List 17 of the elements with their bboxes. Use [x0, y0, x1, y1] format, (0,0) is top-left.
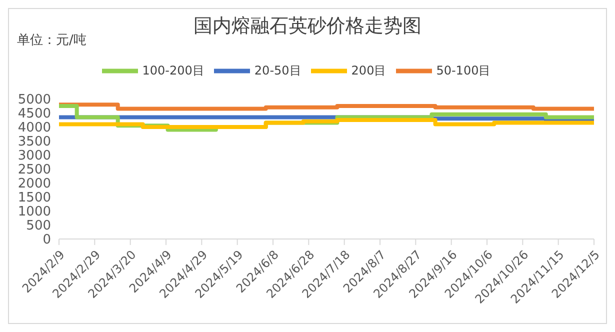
y-tick-label: 4000 — [18, 120, 51, 136]
y-tick-label: 2000 — [18, 176, 51, 192]
y-tick-label: 5000 — [18, 92, 51, 108]
y-tick-label: 0 — [42, 232, 51, 248]
y-tick-label: 2500 — [18, 162, 51, 178]
y-tick-label: 1500 — [18, 190, 51, 206]
chart-title: 国内熔融石英砂价格走势图 — [194, 15, 422, 37]
legend-label: 50-100目 — [436, 63, 491, 78]
legend-label: 20-50目 — [254, 63, 302, 78]
legend-label: 100-200目 — [142, 63, 204, 78]
text: 单位：元/吨 — [17, 32, 86, 49]
y-tick-label: 500 — [26, 218, 51, 234]
y-tick-label: 1000 — [18, 204, 51, 220]
y-tick-label: 4500 — [18, 106, 51, 122]
legend-label: 200目 — [351, 63, 386, 78]
y-tick-label: 3500 — [18, 134, 51, 150]
y-tick-label: 3000 — [18, 148, 51, 164]
